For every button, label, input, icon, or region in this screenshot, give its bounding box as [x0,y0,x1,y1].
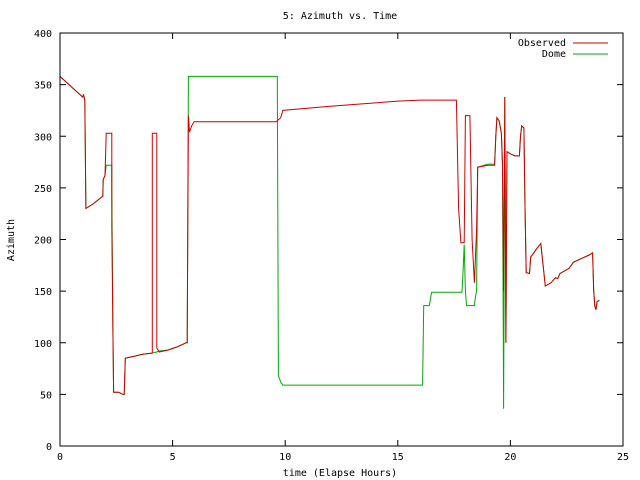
series-line-observed [59,76,600,395]
x-tick-label: 20 [504,452,516,463]
y-tick-label: 400 [34,29,52,40]
x-tick-label: 5 [170,452,176,463]
y-tick-label: 200 [34,236,52,247]
x-tick-label: 15 [392,452,404,463]
y-tick-label: 100 [34,339,52,350]
series-lines [59,75,600,409]
y-tick-label: 0 [46,442,52,453]
x-tick-label: 0 [57,452,63,463]
y-axis-label: Azimuth [6,219,17,261]
legend-label-observed: Observed [518,38,566,49]
x-tick-label: 25 [617,452,629,463]
y-tick-label: 300 [34,132,52,143]
y-tick-label: 350 [34,81,52,92]
plot-frame [59,32,624,447]
y-tick-label: 150 [34,287,52,298]
chart-title: 5: Azimuth vs. Time [283,11,397,22]
y-tick-label: 50 [40,390,52,401]
legend-label-dome: Dome [542,49,566,60]
y-tick-label: 250 [34,184,52,195]
x-axis-label: time (Elapse Hours) [283,468,397,479]
x-tick-label: 10 [279,452,291,463]
